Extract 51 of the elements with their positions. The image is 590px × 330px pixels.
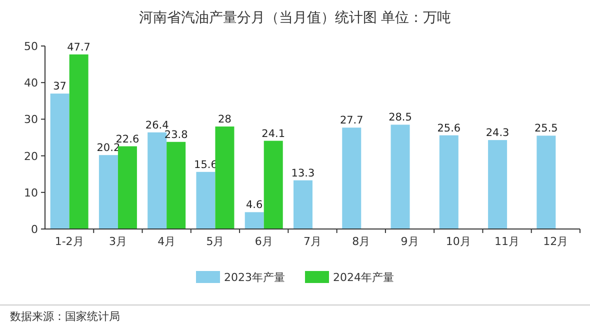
y-tick-label: 50 bbox=[24, 40, 38, 53]
data-label: 23.8 bbox=[164, 128, 188, 141]
data-label: 20.2 bbox=[96, 142, 120, 154]
x-tick-label: 5月 bbox=[206, 235, 224, 248]
x-tick-label: 3月 bbox=[108, 235, 127, 248]
bar bbox=[166, 142, 186, 229]
data-label: 25.5 bbox=[534, 122, 558, 135]
bar bbox=[439, 135, 458, 229]
x-tick-label: 8月 bbox=[352, 235, 370, 248]
data-label: 24.3 bbox=[486, 127, 510, 140]
y-tick-label: 40 bbox=[24, 76, 38, 90]
data-label: 13.3 bbox=[291, 167, 315, 180]
data-label: 24.1 bbox=[262, 128, 286, 140]
x-tick-label: 9月 bbox=[400, 235, 419, 248]
x-tick-label: 1-2月 bbox=[54, 235, 84, 248]
bar bbox=[536, 136, 556, 229]
bar bbox=[488, 140, 508, 229]
bar bbox=[98, 155, 118, 229]
bar bbox=[342, 128, 362, 229]
x-tick-label: 4月 bbox=[158, 235, 176, 248]
bar bbox=[215, 126, 234, 229]
x-tick-label: 11月 bbox=[494, 235, 520, 248]
data-label: 28.5 bbox=[388, 112, 412, 124]
x-tick-label: 12月 bbox=[543, 235, 568, 248]
x-tick-label: 10月 bbox=[446, 235, 471, 248]
bar bbox=[118, 146, 137, 229]
bar bbox=[244, 212, 264, 229]
x-tick-label: 6月 bbox=[254, 235, 273, 248]
data-label: 4.6 bbox=[246, 199, 264, 212]
bar bbox=[50, 94, 70, 229]
data-label: 26.4 bbox=[145, 119, 170, 132]
bar bbox=[294, 180, 312, 229]
y-tick-label: 20 bbox=[24, 150, 38, 163]
data-label: 27.7 bbox=[340, 114, 364, 127]
y-tick-label: 30 bbox=[24, 113, 38, 126]
bar bbox=[148, 132, 167, 229]
bar bbox=[264, 140, 283, 229]
legend-label: 2023年产量 bbox=[224, 271, 285, 284]
data-label: 28 bbox=[218, 114, 232, 126]
y-tick-label: 0 bbox=[31, 223, 38, 236]
legend-label: 2024年产量 bbox=[333, 271, 394, 284]
x-tick-label: 7月 bbox=[304, 235, 322, 248]
data-label: 37 bbox=[53, 80, 67, 93]
data-label: 25.6 bbox=[437, 122, 461, 134]
y-tick-label: 10 bbox=[24, 186, 38, 200]
source-note: 数据来源：国家统计局 bbox=[10, 310, 120, 323]
data-label: 47.7 bbox=[67, 41, 91, 54]
chart-title: 河南省汽油产量分月（当月值）统计图 单位：万吨 bbox=[138, 10, 452, 26]
bar bbox=[196, 172, 216, 229]
bar bbox=[69, 54, 88, 229]
bar bbox=[390, 124, 410, 229]
